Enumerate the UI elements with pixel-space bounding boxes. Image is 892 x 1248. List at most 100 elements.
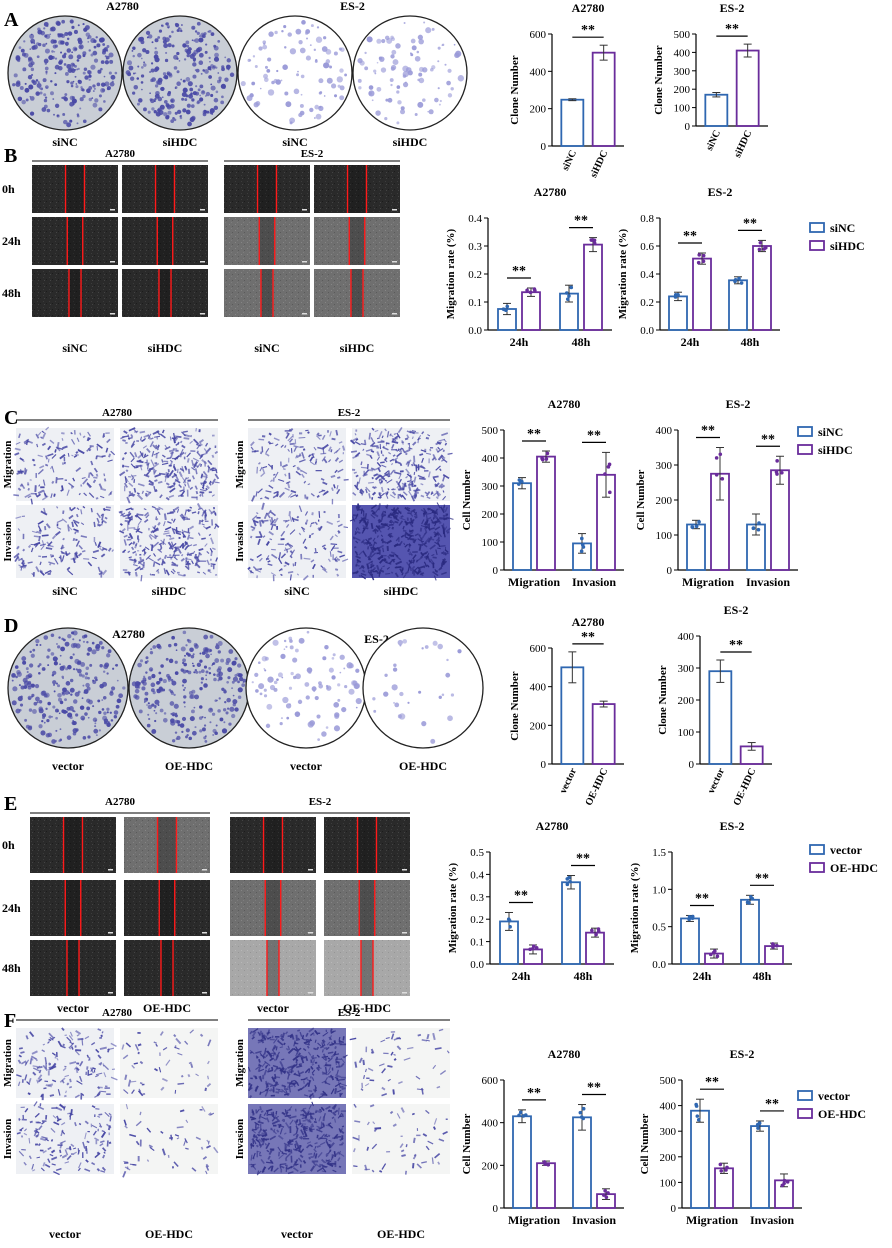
colony-dot [103, 718, 109, 723]
cell-stain [424, 491, 428, 495]
colony-dot [213, 105, 219, 111]
cell-stain [161, 1148, 166, 1156]
cell-stain [273, 1128, 276, 1133]
colony-dot [44, 48, 50, 54]
cell-stain [284, 1109, 287, 1113]
cell-stain [329, 1142, 335, 1148]
colony-dot [72, 638, 75, 641]
cell-stain [294, 1143, 297, 1149]
colony-dot [162, 39, 167, 44]
cell-stain [404, 543, 409, 548]
colony-dot [57, 645, 61, 649]
transwell-image [119, 427, 220, 504]
colony-dot [64, 41, 69, 46]
cell-stain [429, 448, 432, 452]
cell-stain [173, 472, 178, 477]
cell-stain [171, 541, 175, 548]
cell-stain [293, 1040, 296, 1047]
cell-stain [362, 448, 365, 451]
colony-dot [431, 27, 435, 31]
colony-dot [269, 684, 276, 691]
data-point [501, 307, 506, 311]
cell-stain [321, 1039, 326, 1046]
cell-stain [322, 567, 327, 572]
cell-stain [30, 498, 33, 505]
colony-dot [221, 67, 225, 72]
transwell-image [247, 1027, 348, 1100]
wound-image [32, 165, 118, 213]
cell-stain [381, 513, 387, 517]
colony-dot [64, 690, 70, 695]
cell-stain [276, 491, 279, 497]
cell-stain [40, 1094, 44, 1098]
colony-dot [75, 643, 81, 649]
scale-bar [402, 869, 407, 871]
colony-dot [223, 86, 226, 89]
cell-stain [35, 1057, 38, 1062]
y-tick-label: 0.2 [468, 269, 482, 281]
cell-stain [396, 451, 403, 458]
group-title: ES-2 [338, 1007, 361, 1019]
cell-stain [69, 1086, 73, 1089]
cell-stain [416, 556, 424, 562]
cell-stain [305, 519, 309, 523]
cell-stain [400, 534, 405, 538]
cell-stain [393, 432, 397, 436]
cell-stain [283, 1132, 287, 1135]
cell-stain [296, 466, 300, 471]
colony-dot [37, 81, 40, 84]
colony-dot [69, 678, 74, 683]
cell-stain [311, 1123, 315, 1128]
cell-stain [164, 526, 172, 531]
cell-stain [381, 1086, 386, 1091]
colony-dot [162, 36, 167, 41]
cell-stain [433, 535, 437, 538]
cell-stain [443, 439, 447, 443]
cell-stain [322, 1123, 326, 1127]
colony-dot [85, 32, 91, 37]
colony-dot [222, 708, 227, 712]
cell-stain [159, 433, 166, 439]
colony-dot [309, 44, 312, 47]
cell-stain [274, 1083, 280, 1087]
cell-stain [99, 1143, 104, 1147]
cell-stain [357, 505, 361, 510]
cell-stain [418, 477, 426, 480]
colony-dot [418, 38, 424, 45]
cell-stain [18, 433, 21, 439]
cell-stain [66, 566, 71, 571]
colony-dot [209, 721, 212, 724]
cell-stain [438, 521, 442, 525]
cell-stain [158, 506, 164, 510]
cell-stain [368, 543, 373, 547]
cell-stain [433, 1118, 438, 1125]
transwell-image [16, 1027, 118, 1101]
colony-dot [254, 64, 258, 68]
wound-image [122, 165, 208, 213]
cell-stain [72, 519, 80, 524]
significance-mark: ** [587, 1081, 601, 1096]
cell-stain [137, 558, 145, 564]
colony-dot [226, 707, 230, 710]
colony-dot [396, 90, 400, 94]
cell-stain [172, 479, 178, 485]
colony-dot [48, 55, 54, 61]
cell-stain [321, 1133, 325, 1138]
cell-stain [277, 1123, 285, 1128]
significance-mark: ** [683, 229, 697, 244]
cell-stain [302, 448, 306, 451]
colony-dot [314, 59, 318, 63]
cell-stain [19, 565, 27, 568]
colony-dot [47, 664, 50, 667]
cell-stain [38, 1125, 43, 1131]
cell-stain [390, 1033, 395, 1040]
x-tick-label: Invasion [746, 575, 790, 589]
colony-dot [241, 683, 246, 687]
cell-stain [270, 516, 274, 524]
colony-dot [216, 673, 221, 678]
row-label: Invasion [234, 521, 246, 561]
cell-stain [295, 494, 299, 498]
cell-stain [249, 558, 254, 562]
cell-stain [284, 473, 287, 477]
